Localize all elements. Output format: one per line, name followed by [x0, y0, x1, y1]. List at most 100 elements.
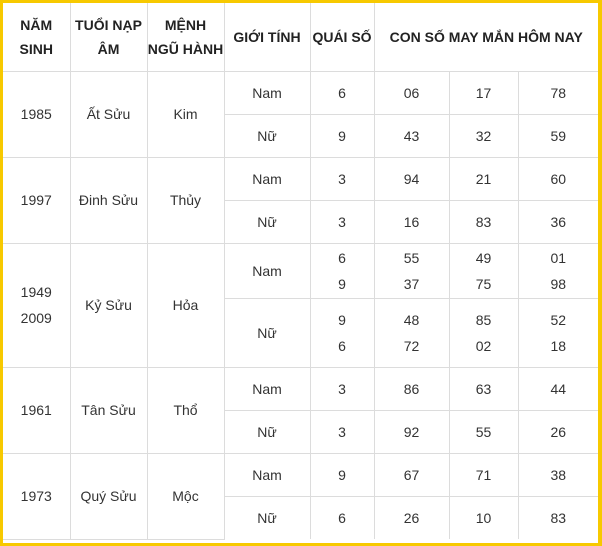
quai-so: 6 — [309, 70, 375, 115]
lucky-number: 10 — [448, 495, 519, 539]
gender-text: Nữ — [257, 324, 277, 341]
quai-so-text: 9 — [338, 311, 346, 328]
lucky-number-text: 52 — [550, 311, 567, 328]
birth-year: 1997 — [3, 156, 71, 244]
quai-so-text: 6 — [338, 249, 346, 266]
gender: Nam — [223, 366, 311, 411]
lucky-number: 06 — [373, 70, 450, 115]
tuoi-nap-am: Ất Sửu — [69, 70, 148, 158]
lucky-number-table: NĂM SINH TUỔI NẠP ÂM MỆNH NGŨ HÀNH GIỚI … — [3, 3, 598, 540]
header-quai-so: QUÁI SỐ — [309, 3, 375, 72]
birth-year: 1973 — [3, 452, 71, 540]
lucky-number: 16 — [373, 199, 450, 244]
gender-text: Nam — [252, 380, 282, 397]
lucky-number: 86 — [373, 366, 450, 411]
lucky-number-text: 94 — [403, 170, 420, 187]
birth-year: 1961 — [3, 366, 71, 454]
lucky-number-text: 06 — [403, 84, 420, 101]
lucky-number-text: 92 — [403, 423, 420, 440]
lucky-number-text: 32 — [475, 127, 492, 144]
header-nam-sinh: NĂM SINH — [3, 3, 71, 72]
birth-year-text: 2009 — [20, 310, 52, 326]
tuoi-nap-am: Đinh Sửu — [69, 156, 148, 244]
lucky-number-text: 17 — [475, 84, 492, 101]
lucky-number-text: 75 — [475, 275, 492, 292]
lucky-number: 36 — [517, 199, 598, 244]
lucky-number-text: 02 — [475, 337, 492, 354]
lucky-number-text: 48 — [403, 311, 420, 328]
lucky-number-text: 83 — [550, 509, 567, 526]
lucky-number: 60 — [517, 156, 598, 201]
menh-ngu-hanh-text: Thổ — [173, 402, 198, 418]
lucky-number: 92 — [373, 409, 450, 454]
quai-so-text: 6 — [338, 84, 346, 101]
lucky-number-text: 85 — [475, 311, 492, 328]
lucky-number-text: 59 — [550, 127, 567, 144]
gender: Nữ — [224, 199, 311, 244]
quai-so-text: 3 — [338, 170, 346, 187]
quai-so: 6 — [309, 495, 375, 539]
quai-so-text: 9 — [338, 466, 346, 483]
menh-ngu-hanh: Kim — [146, 70, 225, 158]
gender: Nữ — [224, 495, 311, 539]
lucky-number-text: 10 — [475, 509, 492, 526]
lucky-number: 43 — [373, 113, 450, 158]
quai-so: 3 — [309, 366, 375, 411]
lucky-number-text: 63 — [475, 380, 492, 397]
menh-ngu-hanh: Thủy — [146, 156, 225, 244]
lucky-number: 32 — [448, 113, 519, 158]
quai-so-text: 9 — [338, 275, 346, 292]
lucky-number: 55 — [448, 409, 519, 454]
menh-ngu-hanh-text: Hỏa — [172, 297, 199, 313]
lucky-number-text: 55 — [403, 249, 420, 266]
lucky-number-text: 83 — [475, 213, 492, 230]
lucky-number-text: 26 — [403, 509, 420, 526]
tuoi-nap-am-text: Kỷ Sửu — [85, 297, 132, 313]
lucky-number-text: 71 — [475, 466, 492, 483]
lucky-number: 26 — [517, 409, 598, 454]
tuoi-nap-am-text: Ất Sửu — [86, 106, 131, 122]
table-row: 1949 2009 Kỷ Sửu Hỏa Nam 6 9 55 37 49 75 01 98 — [3, 242, 598, 368]
gender: Nam — [223, 156, 311, 201]
lucky-number-text: 67 — [403, 466, 420, 483]
gender-text: Nữ — [257, 213, 277, 230]
header-con-so: CON SỐ MAY MẮN HÔM NAY — [373, 3, 598, 72]
header-tuoi-nap-am: TUỔI NẠP ÂM — [69, 3, 148, 72]
lucky-number: 49 75 — [448, 242, 519, 299]
tuoi-nap-am: Quý Sửu — [69, 452, 148, 540]
table-row: Nữ 6 26 10 83 — [3, 495, 598, 539]
lucky-number: 78 — [517, 70, 598, 115]
gender: Nữ — [224, 113, 311, 158]
table-row: 1961 Tân Sửu Thổ Nam 3 86 63 44 — [3, 366, 598, 454]
lucky-number: 94 — [373, 156, 450, 201]
gender: Nam — [223, 70, 311, 115]
quai-so: 3 — [309, 409, 375, 454]
quai-so-text: 3 — [338, 423, 346, 440]
birth-year-text: 1985 — [20, 106, 52, 122]
quai-so-text: 6 — [338, 509, 346, 526]
lucky-number: 63 — [448, 366, 519, 411]
birth-year-text: 1949 — [20, 284, 52, 300]
lucky-number: 83 — [448, 199, 519, 244]
gender: Nữ — [224, 297, 311, 368]
lucky-number: 71 — [448, 452, 519, 497]
lucky-number-text: 44 — [550, 380, 567, 397]
header-row: NĂM SINH TUỔI NẠP ÂM MỆNH NGŨ HÀNH GIỚI … — [3, 3, 598, 72]
quai-so-text: 6 — [338, 337, 346, 354]
menh-ngu-hanh: Thổ — [146, 366, 225, 454]
menh-ngu-hanh: Hỏa — [146, 242, 225, 368]
table-row: Nữ 3 92 55 26 — [3, 409, 598, 454]
lucky-number: 85 02 — [448, 297, 519, 368]
lucky-number-text: 26 — [550, 423, 567, 440]
menh-ngu-hanh-text: Thủy — [169, 192, 202, 208]
lucky-number: 55 37 — [373, 242, 450, 299]
quai-so-text: 9 — [338, 127, 346, 144]
lucky-number-text: 01 — [550, 249, 567, 266]
birth-year-text: 1961 — [20, 402, 52, 418]
gender: Nam — [223, 242, 311, 299]
header-menh: MỆNH NGŨ HÀNH — [146, 3, 225, 72]
lucky-number-text: 37 — [403, 275, 420, 292]
gender-text: Nam — [252, 262, 282, 279]
